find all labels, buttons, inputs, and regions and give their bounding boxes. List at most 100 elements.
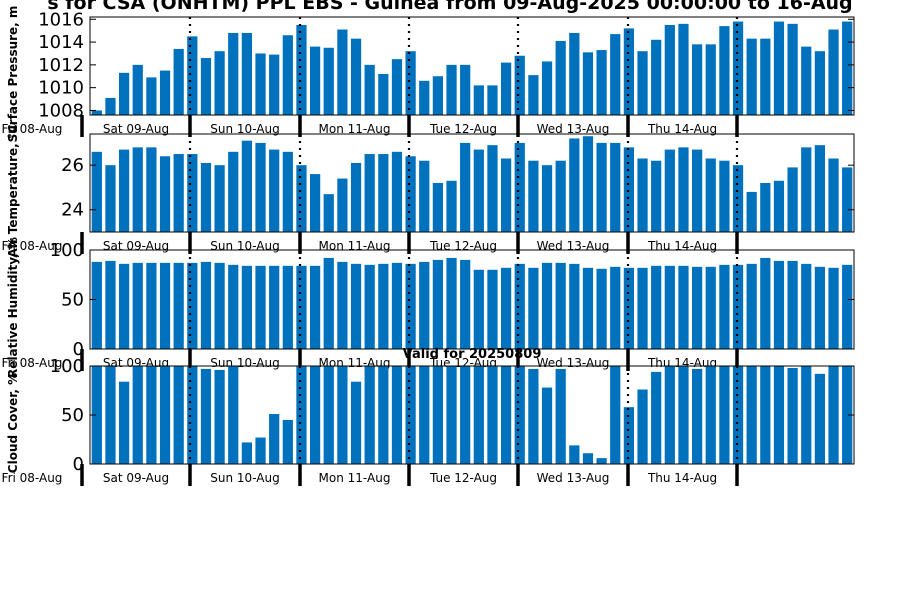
data-bar bbox=[828, 366, 839, 464]
data-bar bbox=[541, 387, 553, 464]
data-bar bbox=[569, 445, 580, 464]
y-tick-label: 1016 bbox=[38, 9, 84, 30]
data-bar bbox=[541, 61, 553, 115]
data-bar bbox=[350, 381, 362, 464]
data-bar bbox=[282, 419, 293, 464]
data-bar bbox=[309, 265, 321, 349]
data-bar bbox=[214, 369, 225, 464]
data-bar bbox=[173, 48, 184, 115]
x-day-label: Tue 12-Aug bbox=[429, 239, 497, 253]
data-bar bbox=[773, 21, 785, 116]
data-bar bbox=[146, 77, 157, 115]
x-day-label: Sun 10-Aug bbox=[210, 356, 279, 370]
data-bar bbox=[214, 262, 225, 349]
data-bar bbox=[801, 46, 812, 115]
data-bar bbox=[214, 51, 225, 115]
x-day-label: Wed 13-Aug bbox=[537, 471, 610, 485]
y-tick-label: 1010 bbox=[38, 78, 84, 99]
data-bar bbox=[432, 183, 444, 232]
data-bar bbox=[105, 97, 116, 115]
data-bar bbox=[814, 373, 826, 464]
data-bar bbox=[760, 183, 771, 232]
data-bar bbox=[678, 366, 689, 464]
x-day-label: Tue 12-Aug bbox=[429, 122, 497, 136]
data-bar bbox=[623, 267, 635, 349]
data-bar bbox=[391, 366, 403, 464]
data-bar bbox=[118, 263, 130, 349]
data-bar bbox=[828, 267, 839, 349]
data-bar bbox=[582, 52, 594, 115]
data-bar bbox=[282, 151, 293, 232]
y-tick-label: 26 bbox=[61, 155, 84, 176]
data-bar bbox=[787, 167, 798, 232]
data-bar bbox=[596, 268, 607, 349]
data-bar bbox=[118, 72, 130, 115]
data-bar bbox=[146, 366, 157, 464]
data-bar bbox=[500, 158, 512, 232]
y-tick-label: 1012 bbox=[38, 55, 84, 76]
data-bar bbox=[446, 366, 457, 464]
x-day-label: Wed 13-Aug bbox=[537, 239, 610, 253]
data-bar bbox=[651, 39, 662, 115]
data-bar bbox=[200, 58, 212, 115]
data-bar bbox=[691, 149, 703, 232]
data-bar bbox=[719, 26, 730, 115]
y-tick-label: 0 bbox=[73, 454, 84, 475]
data-bar bbox=[787, 23, 798, 116]
data-bar bbox=[569, 263, 580, 349]
data-bar bbox=[364, 64, 375, 115]
data-bar bbox=[555, 368, 566, 464]
data-bar bbox=[814, 145, 826, 232]
data-bar bbox=[269, 414, 280, 464]
data-bar bbox=[746, 38, 757, 115]
data-bar bbox=[814, 266, 826, 349]
data-bar bbox=[514, 366, 525, 464]
data-bar bbox=[378, 366, 389, 464]
data-bar bbox=[91, 110, 102, 115]
data-bar bbox=[514, 263, 525, 349]
data-bar bbox=[637, 158, 648, 232]
data-bar bbox=[705, 266, 716, 349]
data-bar bbox=[787, 367, 798, 464]
data-bar bbox=[528, 267, 539, 349]
data-bar bbox=[187, 366, 198, 464]
valid-for-label: Valid for 20250809 bbox=[403, 347, 542, 362]
data-bar bbox=[610, 142, 621, 232]
data-bar bbox=[419, 160, 430, 232]
data-bar bbox=[446, 180, 457, 232]
data-bar bbox=[842, 366, 853, 464]
data-bar bbox=[473, 366, 484, 464]
data-bar bbox=[337, 366, 348, 464]
data-bar bbox=[296, 265, 307, 349]
data-bar bbox=[487, 269, 498, 349]
data-bar bbox=[337, 29, 348, 116]
data-bar bbox=[296, 366, 307, 464]
data-bar bbox=[801, 147, 812, 232]
data-bar bbox=[842, 167, 853, 232]
data-bar bbox=[132, 262, 143, 349]
data-bar bbox=[487, 366, 498, 464]
data-bar bbox=[610, 266, 621, 349]
data-bar bbox=[405, 156, 416, 232]
y-tick-label: 1014 bbox=[38, 32, 84, 53]
data-bar bbox=[309, 174, 321, 232]
y-tick-label: 100 bbox=[50, 240, 84, 261]
data-bar bbox=[773, 180, 785, 232]
data-bar bbox=[664, 24, 675, 116]
data-bar bbox=[732, 21, 744, 116]
data-bar bbox=[228, 32, 239, 116]
data-bar bbox=[446, 64, 457, 115]
data-bar bbox=[187, 36, 198, 116]
data-bar bbox=[487, 85, 498, 115]
data-bar bbox=[582, 453, 594, 464]
data-bar bbox=[432, 259, 444, 349]
data-bar bbox=[651, 265, 662, 349]
data-bar bbox=[105, 165, 116, 232]
data-bar bbox=[500, 267, 512, 349]
data-bar bbox=[582, 136, 594, 232]
y-tick-label: 24 bbox=[61, 200, 84, 221]
data-bar bbox=[405, 51, 416, 115]
data-bar bbox=[705, 44, 716, 115]
